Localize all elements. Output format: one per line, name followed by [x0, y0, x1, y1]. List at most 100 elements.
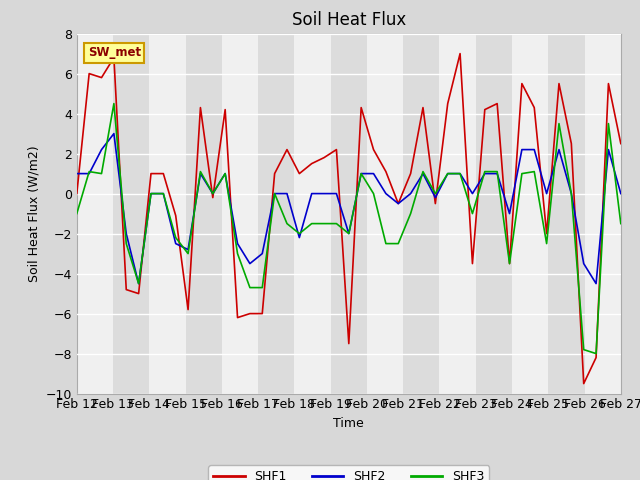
- SHF3: [308, 221, 316, 227]
- Bar: [331, 34, 367, 394]
- SHF2: [617, 191, 625, 196]
- SHF1: [419, 105, 427, 110]
- SHF3: [147, 191, 155, 196]
- SHF3: [444, 171, 452, 177]
- SHF1: [531, 105, 538, 110]
- SHF1: [85, 71, 93, 76]
- SHF2: [209, 191, 216, 196]
- SHF1: [481, 107, 489, 112]
- SHF1: [555, 81, 563, 86]
- Bar: [294, 34, 331, 394]
- SHF1: [221, 107, 229, 112]
- SHF3: [98, 171, 106, 177]
- Title: Soil Heat Flux: Soil Heat Flux: [292, 11, 406, 29]
- SHF2: [246, 261, 253, 266]
- Legend: SHF1, SHF2, SHF3: SHF1, SHF2, SHF3: [209, 465, 489, 480]
- Bar: [621, 34, 640, 394]
- SHF1: [468, 261, 476, 266]
- SHF2: [271, 191, 278, 196]
- SHF1: [209, 195, 216, 201]
- SHF3: [456, 171, 464, 177]
- SHF1: [308, 161, 316, 167]
- SHF1: [296, 171, 303, 177]
- SHF2: [518, 147, 525, 153]
- Bar: [403, 34, 440, 394]
- SHF3: [209, 191, 216, 196]
- SHF2: [468, 191, 476, 196]
- SHF1: [73, 191, 81, 196]
- SHF1: [407, 171, 415, 177]
- SHF3: [370, 191, 378, 196]
- SHF3: [555, 120, 563, 126]
- SHF2: [135, 281, 143, 287]
- SHF2: [234, 240, 241, 247]
- SHF1: [370, 147, 378, 153]
- SHF2: [308, 191, 316, 196]
- SHF2: [184, 247, 192, 252]
- SHF3: [184, 251, 192, 256]
- SHF2: [592, 281, 600, 287]
- X-axis label: Time: Time: [333, 417, 364, 430]
- SHF1: [320, 155, 328, 160]
- SHF2: [431, 195, 439, 201]
- SHF3: [259, 285, 266, 290]
- SHF3: [110, 101, 118, 107]
- SHF2: [320, 191, 328, 196]
- Bar: [222, 34, 258, 394]
- Bar: [149, 34, 186, 394]
- Bar: [512, 34, 548, 394]
- SHF3: [296, 231, 303, 237]
- SHF2: [444, 171, 452, 177]
- SHF2: [122, 231, 130, 237]
- SHF3: [135, 281, 143, 287]
- SHF2: [506, 211, 513, 216]
- SHF3: [617, 221, 625, 227]
- Bar: [186, 34, 222, 394]
- SHF2: [221, 171, 229, 177]
- SHF1: [333, 147, 340, 153]
- SHF3: [234, 251, 241, 256]
- SHF3: [345, 231, 353, 237]
- SHF3: [431, 191, 439, 196]
- Text: SW_met: SW_met: [88, 46, 141, 59]
- SHF2: [345, 231, 353, 237]
- SHF2: [382, 191, 390, 196]
- SHF3: [159, 191, 167, 196]
- Bar: [77, 34, 113, 394]
- SHF3: [419, 168, 427, 174]
- SHF1: [196, 105, 204, 110]
- SHF1: [506, 261, 513, 266]
- SHF1: [246, 311, 253, 316]
- SHF2: [172, 240, 180, 247]
- SHF3: [357, 171, 365, 177]
- SHF1: [159, 171, 167, 177]
- SHF3: [221, 171, 229, 177]
- SHF2: [110, 131, 118, 136]
- SHF3: [271, 191, 278, 196]
- Bar: [548, 34, 584, 394]
- SHF1: [518, 81, 525, 86]
- SHF2: [296, 235, 303, 240]
- Bar: [476, 34, 512, 394]
- SHF2: [394, 201, 402, 206]
- Bar: [367, 34, 403, 394]
- SHF1: [110, 55, 118, 60]
- Bar: [584, 34, 621, 394]
- Bar: [440, 34, 476, 394]
- SHF2: [73, 171, 81, 177]
- SHF1: [394, 201, 402, 206]
- SHF3: [85, 168, 93, 174]
- SHF2: [196, 171, 204, 177]
- SHF3: [394, 240, 402, 247]
- SHF1: [135, 291, 143, 297]
- SHF2: [98, 147, 106, 153]
- SHF2: [85, 171, 93, 177]
- SHF1: [172, 213, 180, 218]
- SHF2: [568, 191, 575, 196]
- SHF3: [531, 168, 538, 174]
- SHF1: [271, 171, 278, 177]
- Line: SHF3: SHF3: [77, 104, 621, 354]
- SHF3: [333, 221, 340, 227]
- SHF1: [122, 287, 130, 292]
- SHF2: [370, 171, 378, 177]
